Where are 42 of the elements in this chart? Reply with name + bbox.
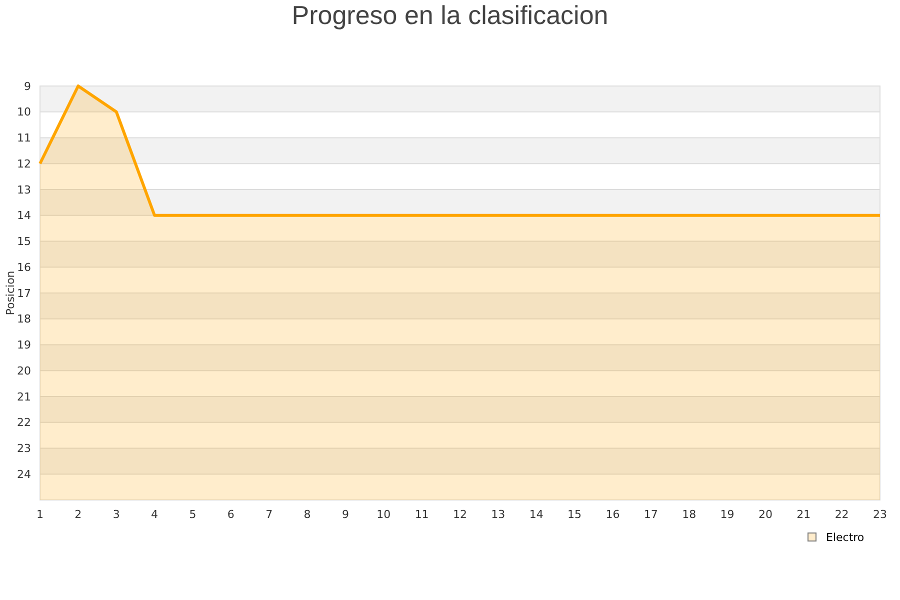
y-tick-label: 11: [17, 132, 31, 145]
y-tick-label: 9: [24, 80, 31, 93]
x-tick-label: 13: [491, 508, 506, 521]
y-tick-label: 18: [17, 312, 31, 326]
y-tick-label: 17: [17, 286, 31, 300]
x-tick-label: 12: [453, 508, 467, 521]
x-tick-label: 22: [834, 508, 849, 521]
y-tick-label: 15: [17, 235, 31, 248]
x-tick-label: 5: [189, 508, 196, 521]
y-tick-label: 16: [17, 260, 31, 274]
y-tick-label: 20: [17, 364, 31, 378]
y-tick-label: 22: [17, 416, 31, 430]
y-tick-label: 12: [17, 157, 31, 170]
x-tick-label: 1: [36, 508, 44, 521]
x-tick-label: 17: [644, 508, 658, 521]
y-tick-label: 19: [17, 338, 31, 352]
y-tick-label: 13: [17, 183, 31, 196]
x-tick-label: 18: [682, 508, 696, 521]
x-tick-label: 21: [796, 508, 811, 521]
x-tick-label: 16: [606, 508, 620, 521]
y-tick-label: 23: [17, 442, 31, 456]
x-tick-label: 14: [529, 508, 544, 521]
y-tick-label: 14: [17, 209, 31, 222]
x-tick-label: 7: [266, 508, 273, 521]
x-tick-label: 15: [568, 508, 582, 521]
chart-title: Progreso en la clasificacion: [292, 0, 608, 30]
y-tick-label: 24: [17, 468, 31, 481]
x-tick-label: 2: [74, 508, 82, 521]
x-tick-label: 19: [720, 508, 734, 521]
x-tick-label: 23: [873, 508, 887, 521]
legend-label: Electro: [826, 530, 864, 544]
y-tick-label: 21: [17, 390, 31, 404]
x-tick-label: 9: [342, 508, 349, 521]
x-tick-label: 10: [376, 508, 391, 521]
x-tick-label: 20: [758, 508, 772, 521]
x-tick-label: 4: [151, 508, 158, 521]
x-tick-label: 8: [304, 508, 311, 521]
y-tick-label: 10: [17, 106, 31, 119]
y-axis-title: Posicion: [4, 270, 17, 316]
x-tick-label: 6: [227, 508, 234, 521]
x-tick-label: 3: [112, 508, 120, 521]
x-tick-label: 11: [414, 508, 429, 521]
